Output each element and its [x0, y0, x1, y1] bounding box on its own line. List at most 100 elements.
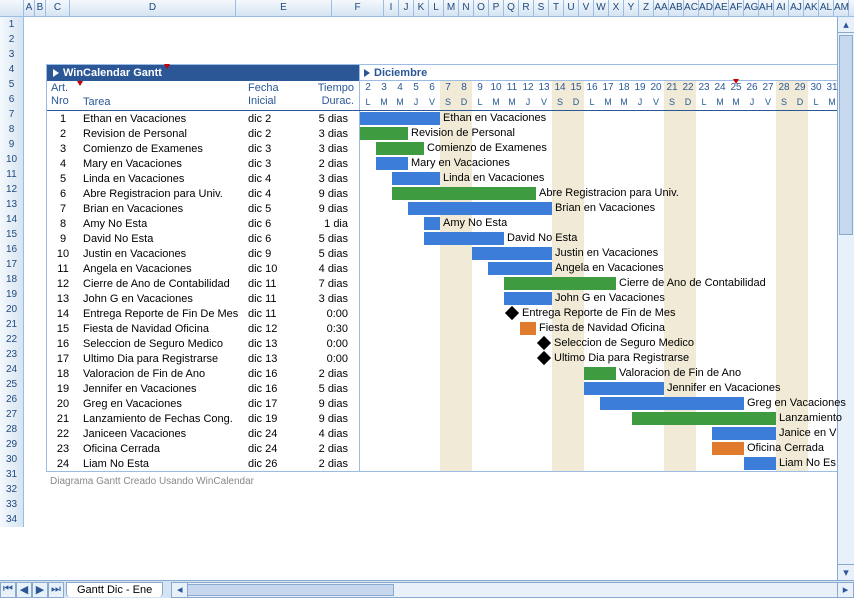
col-header-Q[interactable]: Q	[504, 0, 519, 17]
col-header-AH[interactable]: AH	[759, 0, 774, 17]
cell-tarea[interactable]: Amy No Esta	[79, 218, 244, 230]
gantt-bar[interactable]	[584, 382, 664, 395]
col-header-AM[interactable]: AM	[834, 0, 849, 17]
cell-fecha[interactable]: dic 11	[244, 278, 300, 290]
row-header-23[interactable]: 23	[0, 347, 24, 362]
cell-fecha[interactable]: dic 16	[244, 383, 300, 395]
cell-durac[interactable]: 5 dias	[300, 113, 358, 125]
col-header-AK[interactable]: AK	[804, 0, 819, 17]
col-header-AD[interactable]: AD	[699, 0, 714, 17]
col-header-X[interactable]: X	[609, 0, 624, 17]
col-header-D[interactable]: D	[70, 0, 236, 17]
scroll-down-button[interactable]: ▾	[838, 564, 854, 580]
cell-tarea[interactable]: Abre Registracion para Univ.	[79, 188, 244, 200]
cell-durac[interactable]: 3 dias	[300, 293, 358, 305]
cell-tarea[interactable]: Lanzamiento de Fechas Cong.	[79, 413, 244, 425]
cell-fecha[interactable]: dic 12	[244, 323, 300, 335]
col-header-O[interactable]: O	[474, 0, 489, 17]
gantt-bar[interactable]	[392, 172, 440, 185]
cell-tarea[interactable]: Greg en Vacaciones	[79, 398, 244, 410]
cell-durac[interactable]: 1 dia	[300, 218, 358, 230]
col-header-F[interactable]: F	[332, 0, 384, 17]
cell-tarea[interactable]: Linda en Vacaciones	[79, 173, 244, 185]
col-header-AB[interactable]: AB	[669, 0, 684, 17]
scroll-up-button[interactable]: ▴	[838, 17, 854, 33]
cell-tarea[interactable]: David No Esta	[79, 233, 244, 245]
cell-tarea[interactable]: Fiesta de Navidad Oficina	[79, 323, 244, 335]
row-header-22[interactable]: 22	[0, 332, 24, 347]
cell-durac[interactable]: 5 dias	[300, 248, 358, 260]
cell-nro[interactable]: 10	[47, 248, 79, 260]
col-header-U[interactable]: U	[564, 0, 579, 17]
cell-durac[interactable]: 7 dias	[300, 278, 358, 290]
cell-nro[interactable]: 16	[47, 338, 79, 350]
milestone-marker[interactable]	[505, 306, 519, 320]
gantt-bar[interactable]	[360, 127, 408, 140]
row-header-12[interactable]: 12	[0, 182, 24, 197]
row-header-21[interactable]: 21	[0, 317, 24, 332]
cell-nro[interactable]: 2	[47, 128, 79, 140]
cell-nro[interactable]: 3	[47, 143, 79, 155]
row-header-1[interactable]: 1	[0, 17, 24, 32]
cell-durac[interactable]: 0:30	[300, 323, 358, 335]
col-header-T[interactable]: T	[549, 0, 564, 17]
gantt-bar[interactable]	[584, 367, 616, 380]
cell-fecha[interactable]: dic 4	[244, 173, 300, 185]
row-header-5[interactable]: 5	[0, 77, 24, 92]
col-header-N[interactable]: N	[459, 0, 474, 17]
sheet-tab[interactable]: Gantt Dic - Ene	[66, 582, 163, 597]
col-header-AJ[interactable]: AJ	[789, 0, 804, 17]
col-header-M[interactable]: M	[444, 0, 459, 17]
row-header-4[interactable]: 4	[0, 62, 24, 77]
cell-tarea[interactable]: Revision de Personal	[79, 128, 244, 140]
gantt-bar[interactable]	[392, 187, 536, 200]
gantt-bar[interactable]	[360, 112, 440, 125]
tab-last-button[interactable]: ⏭	[48, 582, 64, 598]
cell-durac[interactable]: 9 dias	[300, 413, 358, 425]
row-header-14[interactable]: 14	[0, 212, 24, 227]
gantt-bar[interactable]	[376, 142, 424, 155]
scroll-left-button[interactable]: ◂	[172, 583, 188, 597]
cell-nro[interactable]: 21	[47, 413, 79, 425]
row-header-6[interactable]: 6	[0, 92, 24, 107]
row-header-2[interactable]: 2	[0, 32, 24, 47]
col-header-AA[interactable]: AA	[654, 0, 669, 17]
cell-fecha[interactable]: dic 13	[244, 338, 300, 350]
cell-tarea[interactable]: Brian en Vacaciones	[79, 203, 244, 215]
row-header-29[interactable]: 29	[0, 437, 24, 452]
gantt-bar[interactable]	[504, 292, 552, 305]
cell-nro[interactable]: 22	[47, 428, 79, 440]
gantt-bar[interactable]	[712, 442, 744, 455]
col-header-P[interactable]: P	[489, 0, 504, 17]
cell-durac[interactable]: 5 dias	[300, 383, 358, 395]
cell-fecha[interactable]: dic 9	[244, 248, 300, 260]
milestone-marker[interactable]	[537, 351, 551, 365]
gantt-bar[interactable]	[600, 397, 744, 410]
cell-fecha[interactable]: dic 2	[244, 113, 300, 125]
cell-nro[interactable]: 7	[47, 203, 79, 215]
col-header-E[interactable]: E	[236, 0, 332, 17]
row-header-34[interactable]: 34	[0, 512, 24, 527]
col-header-I[interactable]: I	[384, 0, 399, 17]
row-header-24[interactable]: 24	[0, 362, 24, 377]
cell-nro[interactable]: 13	[47, 293, 79, 305]
gantt-bar[interactable]	[712, 427, 776, 440]
row-header-18[interactable]: 18	[0, 272, 24, 287]
row-header-11[interactable]: 11	[0, 167, 24, 182]
gantt-bar[interactable]	[488, 262, 552, 275]
cell-durac[interactable]: 2 dias	[300, 443, 358, 455]
row-header-31[interactable]: 31	[0, 467, 24, 482]
col-header-AF[interactable]: AF	[729, 0, 744, 17]
cell-durac[interactable]: 2 dias	[300, 158, 358, 170]
sheet-area[interactable]: WinCalendar Gantt Diciembre Art. Nro	[24, 17, 854, 580]
gantt-bar[interactable]	[472, 247, 552, 260]
gantt-bar[interactable]	[744, 457, 776, 470]
row-header-15[interactable]: 15	[0, 227, 24, 242]
cell-tarea[interactable]: Valoracion de Fin de Ano	[79, 368, 244, 380]
col-header-Y[interactable]: Y	[624, 0, 639, 17]
cell-fecha[interactable]: dic 24	[244, 443, 300, 455]
cell-tarea[interactable]: Justin en Vacaciones	[79, 248, 244, 260]
tab-next-button[interactable]: ▶	[32, 582, 48, 598]
col-header-A[interactable]: A	[24, 0, 35, 17]
cell-fecha[interactable]: dic 6	[244, 233, 300, 245]
